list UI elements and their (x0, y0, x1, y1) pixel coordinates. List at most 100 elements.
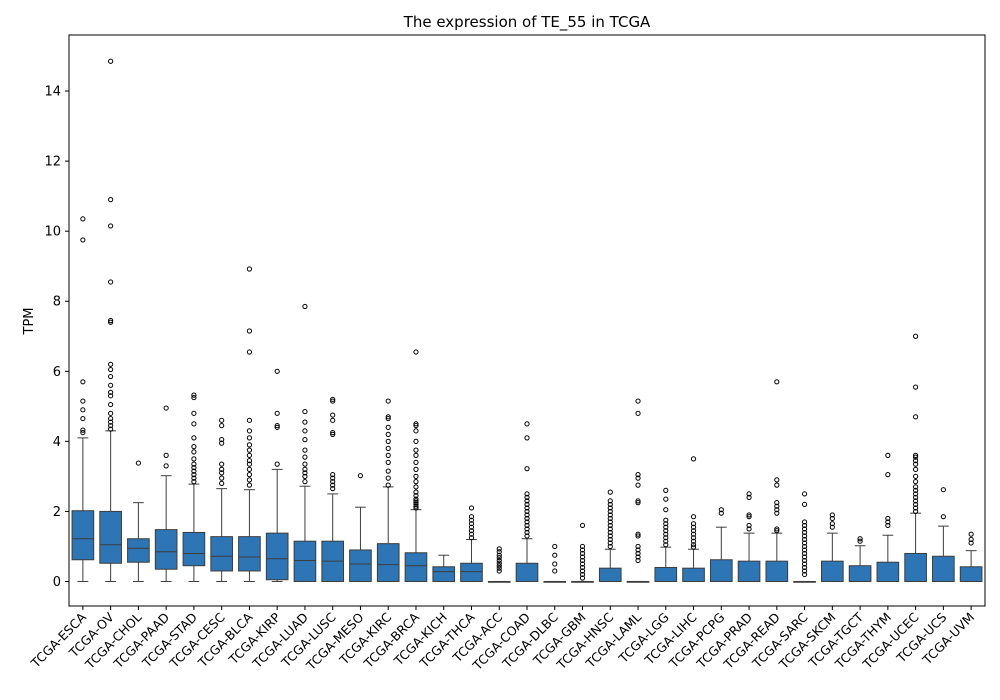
outlier-point (302, 473, 308, 479)
outlier-point (968, 531, 974, 537)
box-group (321, 396, 345, 582)
box-iqr (654, 566, 678, 582)
y-axis-label: TPM (22, 308, 37, 336)
box-iqr (460, 562, 483, 582)
outlier-point (579, 575, 586, 581)
outlier-point (746, 512, 752, 518)
outlier-point (913, 487, 919, 493)
outlier-point (663, 535, 669, 541)
outlier-point (246, 452, 253, 458)
outlier-point (913, 501, 919, 508)
outlier-point (524, 512, 530, 518)
outlier-point (80, 427, 86, 433)
outlier-point (524, 522, 530, 529)
box-iqr (598, 567, 622, 582)
outlier-point (80, 407, 86, 413)
outlier-point (801, 543, 808, 550)
outlier-point (302, 479, 308, 485)
outlier-point (913, 458, 919, 464)
outlier-point (690, 514, 697, 520)
outlier-point (330, 479, 336, 485)
outlier-point (468, 535, 475, 541)
box-group (793, 491, 816, 583)
outlier-point (496, 549, 502, 555)
outlier-point (663, 496, 669, 502)
outlier-point (663, 517, 669, 523)
outlier-point (80, 216, 86, 222)
outlier-point (413, 349, 419, 355)
outlier-point (330, 429, 336, 436)
outlier-point (219, 461, 225, 467)
box-iqr (737, 560, 761, 582)
outlier-point (524, 508, 530, 515)
outlier-point (496, 563, 502, 569)
outlier-point (968, 540, 974, 546)
y-axis: 0 2 4 6 8 10 12 14 (44, 85, 69, 590)
outlier-point (579, 522, 586, 529)
outlier-point (552, 561, 558, 567)
outlier-point (413, 421, 419, 427)
box-iqr (848, 565, 872, 582)
outlier-point (274, 410, 280, 416)
box-group (182, 392, 206, 582)
outlier-point (635, 410, 641, 416)
outlier-point (385, 468, 391, 474)
box-group (293, 303, 317, 582)
outlier-point (191, 479, 197, 485)
outlier-point (108, 410, 114, 416)
box-group (71, 216, 95, 582)
box-iqr (709, 559, 733, 582)
outlier-point (774, 503, 780, 509)
outlier-point (413, 500, 419, 506)
outlier-point (191, 444, 197, 450)
outlier-point (246, 472, 253, 478)
outlier-point (330, 412, 336, 418)
outlier-point (385, 438, 391, 444)
outlier-point (801, 557, 808, 564)
outlier-point (191, 465, 197, 471)
outlier-point (219, 417, 225, 423)
outlier-point (913, 414, 919, 420)
y-tick-label: 14 (44, 85, 61, 100)
outlier-point (413, 422, 419, 429)
y-tick-label: 0 (53, 575, 61, 590)
outlier-point (413, 498, 419, 504)
outlier-point (496, 555, 502, 561)
outlier-point (857, 538, 863, 544)
outlier-point (524, 526, 530, 532)
outlier-point (108, 382, 114, 388)
outlier-point (524, 498, 530, 504)
outlier-point (496, 565, 502, 571)
outlier-point (330, 396, 336, 402)
outlier-point (413, 501, 419, 508)
outlier-point (635, 533, 641, 539)
outlier-point (468, 524, 475, 530)
outlier-point (413, 503, 419, 509)
outlier-point (246, 266, 253, 272)
outlier-point (80, 398, 86, 404)
outlier-point (302, 454, 308, 460)
outlier-point (191, 435, 197, 441)
outlier-point (579, 561, 586, 567)
box-group (682, 456, 705, 582)
outlier-point (663, 507, 669, 513)
outlier-point (191, 410, 197, 416)
box-iqr (765, 560, 789, 582)
outlier-point (774, 500, 780, 506)
outlier-point (80, 429, 86, 436)
outlier-point (607, 540, 613, 546)
outlier-point (968, 536, 974, 543)
outlier-point (940, 487, 946, 493)
outlier-point (913, 473, 919, 479)
outlier-point (579, 571, 586, 578)
box-group (265, 368, 289, 582)
outlier-point (385, 414, 391, 420)
box-group (904, 333, 927, 582)
outlier-point (385, 415, 391, 422)
box-group (154, 405, 178, 582)
outlier-point (774, 510, 780, 516)
y-tick-label: 10 (44, 225, 61, 240)
outlier-point (108, 389, 114, 395)
outlier-point (690, 538, 697, 544)
